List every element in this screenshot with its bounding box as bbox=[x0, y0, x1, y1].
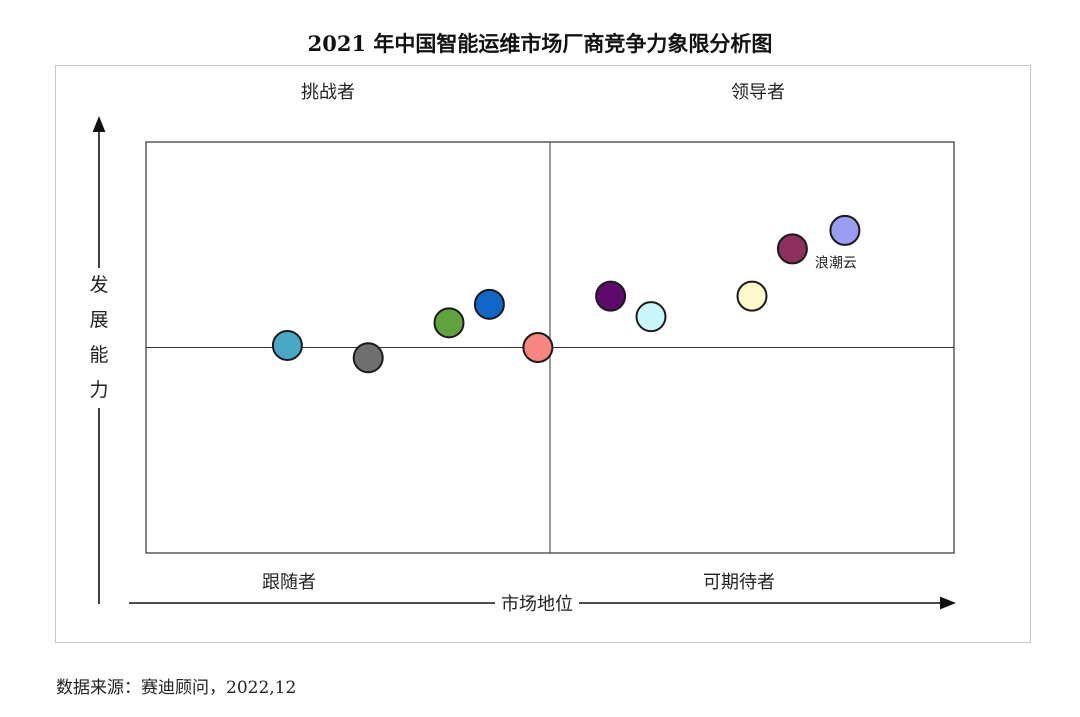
x-axis-label: 市场地位 bbox=[495, 590, 579, 616]
vendor-point bbox=[352, 342, 384, 374]
quadrant-label-followers: 跟随者 bbox=[262, 572, 316, 593]
y-axis-label: 发 展 能 力 bbox=[86, 268, 112, 408]
y-axis-label-char: 展 bbox=[89, 309, 109, 331]
y-axis-label-char: 能 bbox=[89, 344, 109, 366]
y-axis-label-char: 力 bbox=[89, 379, 109, 401]
vendor-point bbox=[473, 288, 505, 320]
vendor-point bbox=[271, 329, 303, 361]
vendor-point bbox=[776, 233, 808, 265]
quadrant-label-promising: 可期待者 bbox=[703, 572, 775, 593]
vendor-point bbox=[433, 307, 465, 339]
y-axis-label-char: 发 bbox=[89, 274, 109, 296]
vendor-point bbox=[522, 332, 554, 363]
vendor-point bbox=[736, 280, 768, 312]
data-points: 浪潮云 bbox=[271, 214, 861, 374]
vendor-point bbox=[635, 301, 667, 333]
source-note: 数据来源：赛迪顾问，2022,12 bbox=[56, 678, 297, 698]
chart-frame bbox=[55, 65, 1031, 643]
quadrant-label-leaders: 领导者 bbox=[731, 82, 785, 103]
vendor-point bbox=[829, 214, 861, 246]
vendor-point bbox=[595, 280, 627, 312]
chart-title: 2021 年中国智能运维市场厂商竞争力象限分析图 bbox=[307, 31, 773, 56]
vendor-point-label: 浪潮云 bbox=[815, 255, 857, 271]
quadrant-label-challengers: 挑战者 bbox=[301, 82, 355, 103]
